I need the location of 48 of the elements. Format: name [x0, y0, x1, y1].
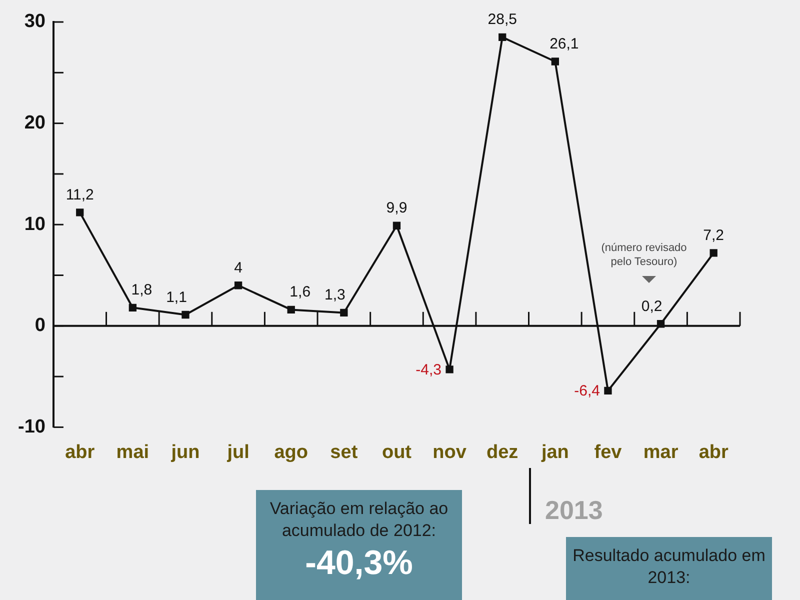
y-tick-label: 30 [24, 11, 46, 32]
y-tick-label: 20 [24, 112, 46, 134]
text: Resultado acumulado em 2013: [566, 537, 772, 600]
data-label: 0,2 [641, 298, 662, 315]
x-tick-label: abr [65, 442, 96, 463]
data-label: 26,1 [550, 36, 579, 53]
x-tick-label: set [330, 442, 358, 463]
point [498, 33, 506, 42]
point [340, 308, 348, 317]
data-label: 7,2 [703, 226, 724, 244]
data-label: 9,9 [386, 200, 408, 217]
x-tick-label: ago [274, 442, 308, 463]
y-tick-label: 0 [34, 315, 46, 336]
data-label: 1,1 [166, 288, 187, 306]
data-label: 11,2 [66, 186, 94, 204]
y-tick-label: 10 [24, 214, 46, 235]
text: Variação em relação ao acumulado de 2012: [268, 498, 450, 542]
text: 2013 [545, 495, 603, 526]
point [551, 58, 559, 66]
x-tick-label: dez [486, 442, 518, 463]
point [182, 310, 190, 319]
data-label: -6,4 [574, 382, 600, 400]
x-tick-label: mar [643, 442, 679, 463]
point [392, 222, 401, 230]
point [710, 249, 718, 257]
x-tick-label: mai [116, 442, 150, 463]
data-label: 1,8 [131, 282, 152, 299]
x-tick-label: jun [170, 442, 200, 463]
point [604, 386, 612, 395]
point [287, 306, 295, 314]
data-label: 1,6 [290, 284, 311, 301]
y-tick-label: -10 [18, 416, 46, 438]
data-label: 1,3 [324, 286, 346, 304]
x-tick-label: out [382, 442, 412, 463]
x-tick-label: abr [698, 442, 729, 463]
point [446, 366, 454, 374]
data-label: 28,5 [488, 11, 517, 28]
text: -40,3% [304, 543, 414, 584]
point [234, 282, 242, 290]
point [128, 304, 137, 312]
data-label: -4,3 [416, 361, 442, 378]
x-tick-label: jul [226, 442, 250, 463]
point [76, 208, 84, 216]
x-tick-label: jan [540, 442, 569, 463]
data-label: 4 [234, 259, 242, 276]
annotation: (número revisado pelo Tesouro) [600, 241, 688, 269]
x-tick-label: nov [432, 442, 467, 463]
x-tick-label: fev [594, 442, 622, 463]
